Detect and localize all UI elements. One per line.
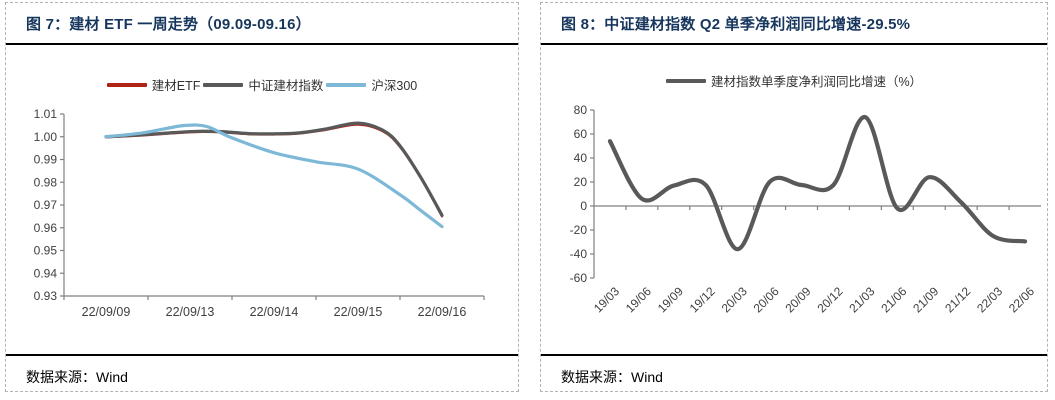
svg-text:21/06: 21/06	[878, 284, 909, 315]
legend-item-etf: 建材ETF	[106, 75, 201, 94]
svg-text:-60: -60	[570, 271, 588, 285]
svg-text:20/09: 20/09	[783, 284, 814, 315]
legend-item-index: 中证建材指数	[203, 75, 323, 94]
svg-text:20/06: 20/06	[751, 284, 782, 315]
svg-text:0.96: 0.96	[34, 221, 58, 235]
svg-text:21/03: 21/03	[846, 284, 877, 315]
footer-rule-right	[541, 354, 1047, 356]
svg-text:-20: -20	[570, 223, 588, 237]
svg-text:22/09/14: 22/09/14	[250, 305, 299, 319]
svg-text:22/09/09: 22/09/09	[82, 305, 131, 319]
source-label-right: 数据来源：Wind	[561, 369, 663, 385]
svg-text:20: 20	[574, 175, 588, 189]
svg-text:22/06: 22/06	[1006, 284, 1037, 315]
svg-text:1.01: 1.01	[34, 107, 58, 121]
svg-text:22/03: 22/03	[974, 284, 1005, 315]
footer-rule-left	[6, 354, 518, 356]
svg-text:21/12: 21/12	[942, 284, 973, 315]
panel-profit-growth: 图 8：中证建材指数 Q2 单季净利润同比增速-29.5% 80 60 40 20 0 -…	[540, 2, 1048, 392]
svg-text:-40: -40	[570, 247, 588, 261]
svg-text:1.00: 1.00	[34, 130, 58, 144]
legend-label-index: 中证建材指数	[248, 79, 324, 93]
svg-text:0.98: 0.98	[34, 175, 58, 189]
svg-text:22/09/16: 22/09/16	[418, 305, 467, 319]
chart-title-left: 图 7：建材 ETF 一周走势（09.09-09.16）	[26, 16, 311, 33]
svg-text:0.94: 0.94	[34, 266, 58, 280]
svg-text:21/09: 21/09	[910, 284, 941, 315]
title-rule-right	[541, 43, 1047, 45]
svg-text:20/03: 20/03	[719, 284, 750, 315]
legend-item-growth: 建材指数单季度净利润同比增速（%）	[665, 71, 923, 90]
legend-label-growth: 建材指数单季度净利润同比增速（%）	[710, 75, 923, 89]
svg-text:19/12: 19/12	[687, 284, 718, 315]
panel-etf-week: 图 7：建材 ETF 一周走势（09.09-09.16） 1.01 1.00 0.9…	[5, 2, 519, 392]
chart-area-right: 80 60 40 20 0 -20 -40 -60 19/03 19/06 19/09 19/12 20…	[541, 45, 1047, 354]
svg-text:40: 40	[574, 151, 588, 165]
legend-swatch-growth-gray	[665, 78, 706, 83]
legend-swatch-hs300-blue	[326, 82, 367, 87]
svg-text:22/09/13: 22/09/13	[166, 305, 215, 319]
title-rule-left	[6, 43, 518, 45]
chart-area-left: 1.01 1.00 0.99 0.98 0.97 0.96 0.95 0.94 0.93 22/0…	[6, 45, 518, 354]
svg-text:0.99: 0.99	[34, 153, 58, 167]
legend-label-etf: 建材ETF	[151, 79, 201, 93]
legend-left: 建材ETF 中证建材指数 沪深300	[6, 75, 518, 94]
svg-text:22/09/15: 22/09/15	[334, 305, 383, 319]
legend-label-hs300: 沪深300	[371, 79, 418, 93]
svg-text:19/09: 19/09	[655, 284, 686, 315]
legend-swatch-index-gray	[203, 82, 244, 87]
svg-text:0.97: 0.97	[34, 198, 58, 212]
legend-item-hs300: 沪深300	[326, 75, 417, 94]
svg-text:0.95: 0.95	[34, 244, 58, 258]
etf-week-line-chart: 1.01 1.00 0.99 0.98 0.97 0.96 0.95 0.94 0.93 22/0…	[34, 107, 485, 319]
legend-right: 建材指数单季度净利润同比增速（%）	[541, 71, 1047, 90]
source-label-left: 数据来源：Wind	[26, 369, 128, 385]
svg-text:80: 80	[574, 103, 588, 117]
chart-title-right: 图 8：中证建材指数 Q2 单季净利润同比增速-29.5%	[561, 16, 911, 33]
svg-text:0: 0	[580, 199, 587, 213]
svg-text:20/12: 20/12	[814, 284, 845, 315]
svg-text:60: 60	[574, 127, 588, 141]
svg-text:19/06: 19/06	[623, 284, 654, 315]
svg-text:0.93: 0.93	[34, 289, 58, 303]
svg-text:19/03: 19/03	[591, 284, 622, 315]
legend-swatch-etf-red	[106, 82, 147, 87]
